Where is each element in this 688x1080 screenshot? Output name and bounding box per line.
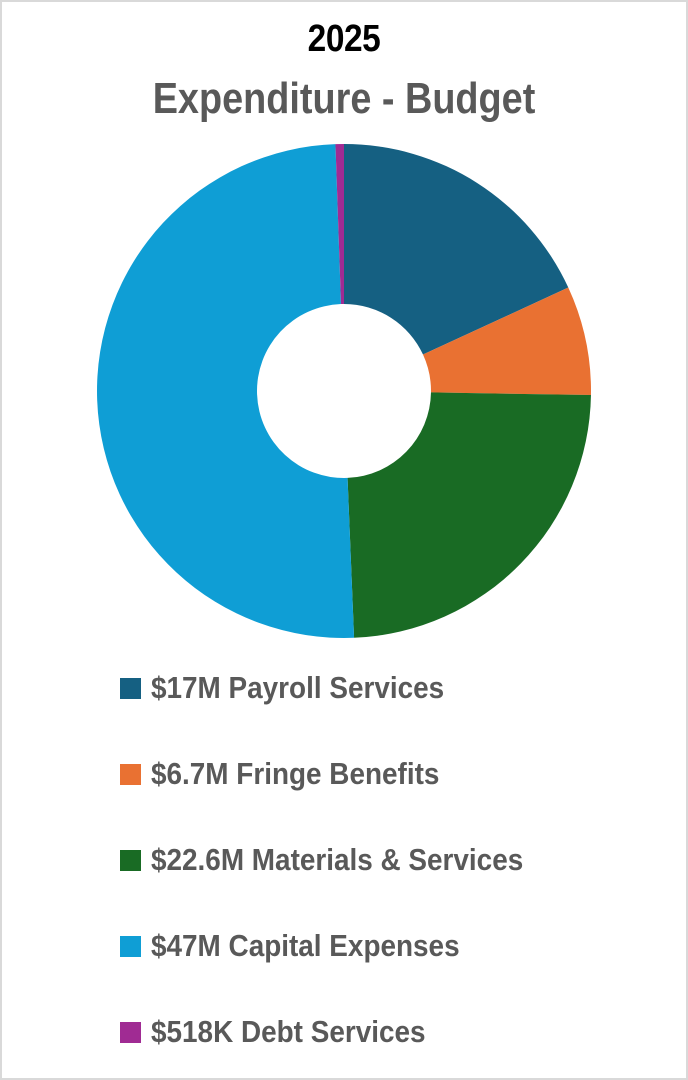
chart-subtitle: Expenditure - Budget xyxy=(152,74,536,123)
donut-slice-payroll-services xyxy=(344,144,569,355)
legend-item-fringe: $6.7M Fringe Benefits xyxy=(120,754,471,794)
chart-title: 2025 xyxy=(307,18,381,60)
legend-label: $518K Debt Services xyxy=(151,1014,426,1049)
legend-swatch xyxy=(120,1021,141,1043)
legend-item-materials: $22.6M Materials & Services xyxy=(120,840,565,880)
legend-swatch xyxy=(120,763,141,785)
legend-swatch xyxy=(120,677,141,699)
legend-item-capital: $47M Capital Expenses xyxy=(120,926,494,966)
legend-label: $6.7M Fringe Benefits xyxy=(151,756,440,791)
donut-slices xyxy=(97,144,591,638)
legend-item-debt: $518K Debt Services xyxy=(120,1012,456,1052)
legend-label: $17M Payroll Services xyxy=(151,670,445,705)
legend-swatch xyxy=(120,849,141,871)
donut-slice-fringe-benefits xyxy=(422,287,591,396)
donut-slice-materials-services xyxy=(347,392,591,638)
donut-slice-debt-services xyxy=(335,144,344,305)
legend-label: $22.6M Materials & Services xyxy=(151,842,524,877)
legend-swatch xyxy=(120,935,141,957)
donut-slice-capital-expenses xyxy=(97,144,355,638)
legend-label: $47M Capital Expenses xyxy=(151,928,460,963)
legend-item-payroll: $17M Payroll Services xyxy=(120,668,477,708)
